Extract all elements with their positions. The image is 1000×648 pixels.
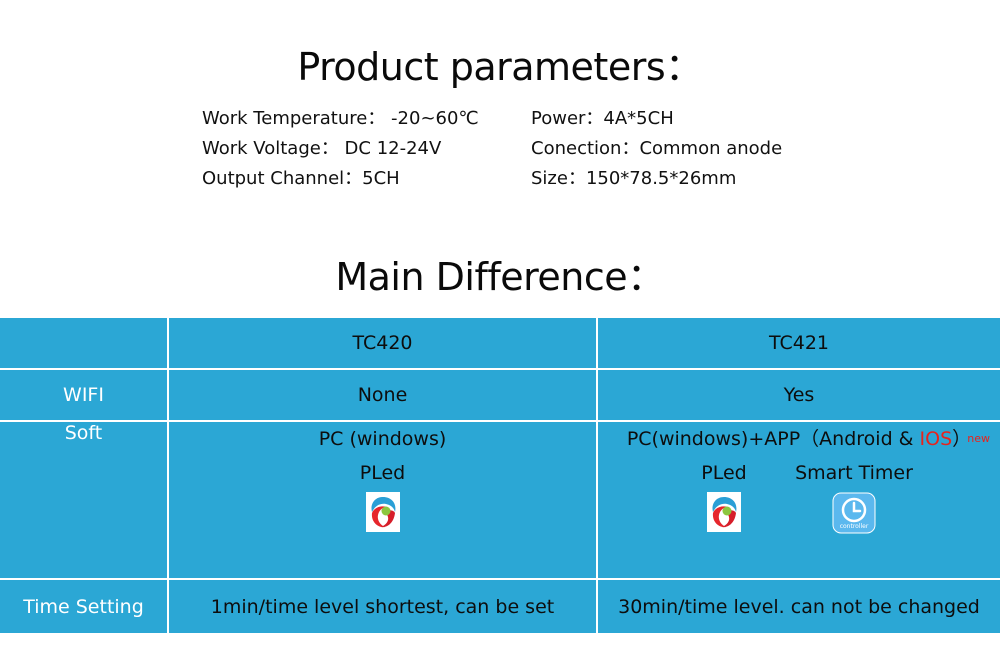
soft-tc421-platform: PC(windows)+APP（Android & IOS） [598, 422, 1000, 456]
soft-tc421: new PC(windows)+APP（Android & IOS） PLed … [596, 420, 1000, 579]
parameters-left-column: Work Temperature： -20~60℃ Work Voltage： … [202, 104, 479, 194]
header-tc420: TC420 [167, 316, 597, 369]
time-setting-tc420: 1min/time level shortest, can be set [167, 578, 597, 635]
difference-table: TC420 TC421 WIFI None Yes Soft PC (windo… [0, 316, 1000, 635]
smart-timer-app-icon: controller [832, 492, 876, 534]
param-power: Power：4A*5CH [531, 108, 674, 129]
soft-tc420-platform: PC (windows) [318, 428, 447, 450]
product-parameters-title: Product parameters： [297, 45, 703, 89]
app-pled-label: PLed [359, 462, 406, 484]
time-setting-label: Time Setting [0, 578, 168, 635]
app-smart-timer: Smart Timer controller [779, 456, 929, 534]
param-connection: Conection：Common anode [531, 138, 783, 159]
soft-tc421-ios: IOS [919, 428, 953, 450]
soft-tc421-platform-suffix: ） [952, 428, 972, 450]
pled-app-icon [365, 492, 400, 532]
param-work-voltage: Work Voltage： DC 12-24V [202, 138, 442, 159]
table-row-time-setting: Time Setting 1min/time level shortest, c… [0, 578, 1000, 635]
app-smart-timer-label: Smart Timer [795, 462, 913, 484]
header-empty-cell [0, 316, 168, 369]
param-work-temperature: Work Temperature： -20~60℃ [202, 108, 479, 129]
soft-tc421-platform-prefix: PC(windows)+APP（Android & [626, 428, 920, 450]
table-row-wifi: WIFI None Yes [0, 368, 1000, 421]
new-badge: new [967, 432, 990, 445]
param-size: Size：150*78.5*26mm [531, 168, 737, 189]
param-output-channel: Output Channel：5CH [202, 168, 400, 189]
table-row-soft: Soft PC (windows) PLed new PC(windows) [0, 420, 1000, 579]
parameters-right-column: Power：4A*5CH Conection：Common anode Size… [531, 104, 782, 194]
pled-app-icon [707, 492, 741, 532]
main-difference-title: Main Difference： [335, 255, 665, 299]
app-pled-tc421-label: PLed [701, 462, 747, 484]
soft-tc420: PC (windows) PLed [167, 420, 597, 579]
app-pled: PLed [360, 456, 405, 532]
smart-timer-icon-text: controller [840, 523, 869, 530]
header-tc421: TC421 [596, 316, 1000, 369]
table-header-row: TC420 TC421 [0, 316, 1000, 369]
soft-tc421-apps: PLed Smart Timer contr [598, 456, 1000, 534]
soft-tc420-apps: PLed [169, 456, 596, 532]
wifi-tc421: Yes [596, 368, 1000, 421]
time-setting-tc421: 30min/time level. can not be changed [596, 578, 1000, 635]
wifi-tc420: None [167, 368, 597, 421]
soft-label: Soft [0, 420, 168, 579]
wifi-label: WIFI [0, 368, 168, 421]
app-pled-tc421: PLed [669, 456, 779, 534]
